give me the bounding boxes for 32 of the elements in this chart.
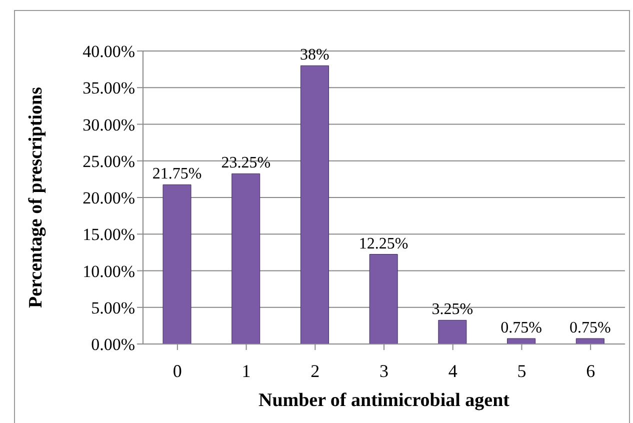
bar <box>369 254 398 344</box>
data-label: 38% <box>300 46 330 64</box>
y-tick-label: 40.00% <box>82 42 135 62</box>
data-label: 23.25% <box>221 154 271 172</box>
bar <box>162 184 192 344</box>
x-tick-label: 2 <box>310 360 320 381</box>
data-label: 21.75% <box>152 166 202 183</box>
y-tick-label: 5.00% <box>91 298 135 318</box>
data-label: 0.75% <box>500 320 542 337</box>
x-tick-label: 4 <box>448 360 458 381</box>
data-label: 3.25% <box>432 301 474 318</box>
bar <box>507 338 536 344</box>
bar <box>576 338 604 344</box>
y-tick-label: 25.00% <box>82 152 135 171</box>
x-tick-label: 0 <box>172 360 182 381</box>
y-axis-title: Percentage of prescriptions <box>26 87 47 308</box>
bar <box>232 173 260 344</box>
x-tick-label: 6 <box>586 360 596 381</box>
y-tick-label: 30.00% <box>82 115 135 134</box>
x-axis-title: Number of antimicrobial agent <box>258 390 510 411</box>
y-tick-label: 35.00% <box>82 78 135 98</box>
x-tick-label: 1 <box>242 360 251 381</box>
y-tick-label: 10.00% <box>82 262 135 281</box>
y-tick-label: 20.00% <box>82 188 135 208</box>
bar <box>300 65 329 344</box>
data-label: 0.75% <box>569 320 611 337</box>
x-tick-label: 3 <box>380 360 388 381</box>
x-tick-label: 5 <box>517 360 526 381</box>
bar <box>438 320 467 344</box>
data-label: 12.25% <box>358 235 408 252</box>
y-tick-label: 0.00% <box>91 335 135 354</box>
y-tick-label: 15.00% <box>82 225 135 244</box>
